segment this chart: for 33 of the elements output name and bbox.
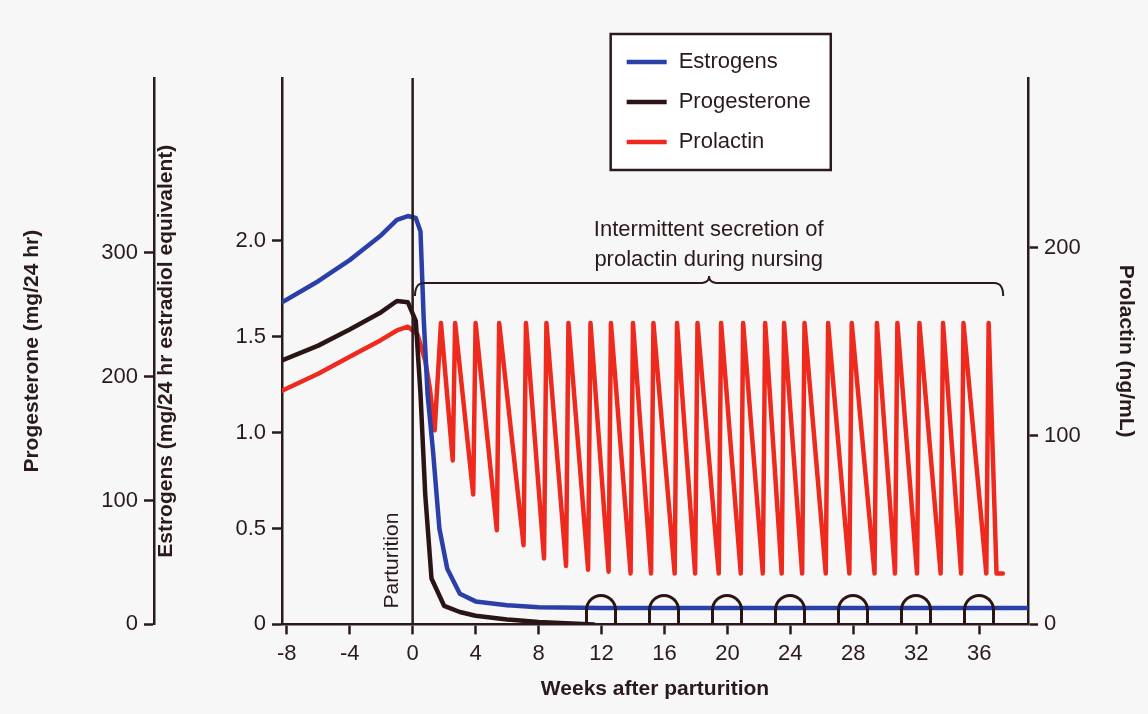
x-tick-label: 12 [589, 639, 614, 665]
x-tick-label: 0 [406, 639, 419, 665]
y3-tick-label: 300 [101, 238, 138, 264]
ref-line-label: Parturition [378, 512, 402, 609]
x-tick-label: 8 [532, 639, 545, 665]
x-tick-label: 36 [966, 639, 992, 665]
x-tick-label: 28 [841, 639, 866, 665]
y-tick-label: 0.5 [235, 514, 266, 540]
x-axis-title: Weeks after parturition [540, 676, 770, 700]
y2-tick-label: 200 [1044, 233, 1081, 259]
y3-tick-label: 100 [101, 486, 138, 512]
y2-tick-label: 0 [1044, 610, 1057, 636]
x-tick-label: 20 [715, 639, 740, 665]
y-tick-label: 2.0 [235, 227, 266, 253]
x-tick-label: -4 [339, 639, 360, 665]
y-tick-label: 1.5 [235, 322, 266, 348]
y3-axis-title: Progesterone (mg/24 hr) [19, 229, 43, 473]
y3-tick-label: 0 [125, 610, 138, 636]
y-axis-title: Estrogens (mg/24 hr estradiol equivalent) [153, 144, 177, 558]
y-tick-label: 0 [253, 610, 266, 636]
y2-axis-title: Prolactin (ng/mL) [1115, 264, 1139, 438]
y-tick-label: 1.0 [235, 418, 266, 444]
legend-label: Prolactin [678, 128, 765, 154]
x-tick-label: 16 [652, 639, 677, 665]
x-tick-label: 4 [469, 639, 482, 665]
x-tick-label: 32 [904, 639, 929, 665]
annotation: Intermittent secretion of prolactin during nursing [593, 215, 825, 271]
legend-label: Estrogens [678, 48, 778, 74]
y3-tick-label: 200 [101, 362, 138, 388]
legend-label: Progesterone [678, 88, 811, 114]
x-tick-label: 24 [778, 639, 803, 665]
x-tick-label: -8 [276, 639, 297, 665]
y2-tick-label: 100 [1044, 422, 1081, 448]
